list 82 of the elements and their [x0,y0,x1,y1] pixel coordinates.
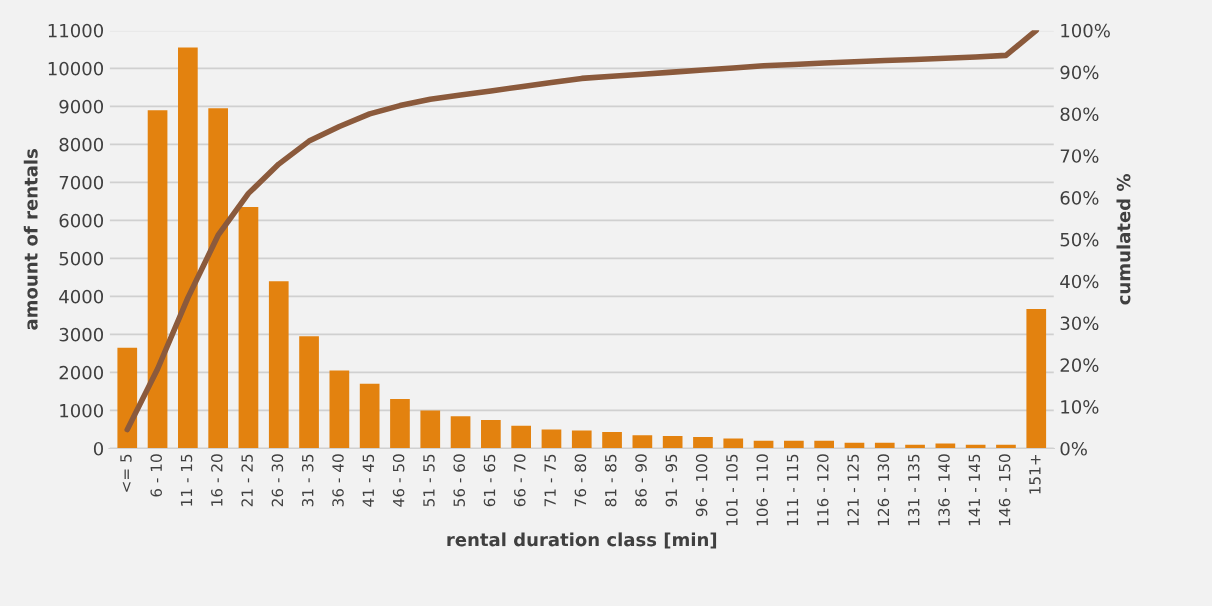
y-tick-label: 6000 [59,213,104,228]
y2-tick-label: 20% [1060,358,1099,372]
y-tick-label: 1000 [60,403,104,418]
x-tick-label: <= 5 [120,454,132,492]
y-tick-label: 7000 [59,175,104,190]
x-tick-label: 146 - 150 [998,454,1011,526]
y-axis-title: amount of rentals [23,149,38,330]
y2-tick-label: 50% [1060,232,1099,247]
bar [632,435,653,449]
y-tick-label: 5000 [59,251,104,266]
x-tick-label: 106 - 110 [756,454,768,526]
x-tick-label: 61 - 65 [483,454,496,507]
y-tick-label: 3000 [59,327,104,342]
x-tick-label: 71 - 75 [544,454,556,507]
bar [147,110,168,449]
x-tick-label: 86 - 90 [635,454,647,507]
bar [359,383,380,449]
bar [329,370,350,449]
bar [541,429,562,449]
x-tick-label: 81 - 85 [604,454,617,507]
bar [814,440,835,449]
y-tick-label: 10000 [48,61,104,76]
bar [571,430,592,449]
y-tick-label: 2000 [59,365,104,380]
x-tick-label: 56 - 60 [453,454,465,507]
bar [299,336,319,449]
bar [390,399,410,449]
x-tick-label: 36 - 40 [332,454,344,507]
y2-tick-label: 70% [1060,149,1099,163]
x-tick-label: 101 - 105 [726,454,738,526]
x-tick-label: 26 - 30 [271,454,284,507]
bar [450,416,471,449]
x-tick-label: 6 - 10 [150,454,162,497]
x-tick-label: 96 - 100 [695,454,708,517]
x-tick-label: 131 - 135 [907,454,920,526]
bar [481,419,501,449]
y-tick-label: 8000 [59,137,104,152]
x-tick-label: 111 - 115 [786,454,799,526]
bar [420,410,441,449]
x-tick-label: 116 - 120 [817,454,829,526]
x-tick-label: 21 - 25 [241,454,253,507]
bar [117,347,138,449]
x-tick-label: 46 - 50 [392,454,405,507]
x-tick-label: 141 - 145 [968,454,981,526]
x-tick-label: 91 - 95 [665,454,678,507]
y2-tick-label: 60% [1060,191,1099,205]
x-tick-label: 31 - 35 [301,454,314,507]
y2-tick-label: 10% [1061,400,1099,414]
x-tick-label: 66 - 70 [514,454,526,507]
bar [208,108,229,449]
x-tick-label: 41 - 45 [362,454,375,507]
bar [178,47,198,449]
y-tick-label: 0 [93,441,104,456]
x-axis-title: rental duration class [min] [447,532,717,549]
y2-tick-label: 100% [1061,23,1110,38]
y2-tick-label: 30% [1060,316,1099,331]
bar [511,425,532,449]
x-tick-label: 11 - 15 [180,454,193,506]
bar [723,438,744,449]
bar [268,281,289,449]
bar [602,432,622,449]
x-tick-label: 16 - 20 [211,454,223,506]
bar [784,440,804,449]
y2-tick-label: 0% [1060,441,1087,456]
y2-tick-label: 40% [1060,274,1099,289]
x-tick-label: 136 - 140 [938,454,950,526]
y-tick-label: 9000 [59,99,104,114]
x-tick-label: 126 - 130 [877,454,890,526]
bar [238,207,259,449]
x-tick-label: 76 - 80 [574,454,587,507]
x-tick-label: 151+ [1029,454,1041,494]
bar [1026,308,1047,449]
y-tick-label: 4000 [59,289,104,304]
bar [662,435,683,449]
y2-axis-title: cumulated % [1116,174,1131,305]
x-tick-label: 121 - 125 [847,454,859,526]
bar [935,443,956,449]
y-tick-label: 11000 [48,23,104,38]
bar [693,437,713,449]
y2-tick-label: 80% [1060,107,1099,122]
x-tick-label: 51 - 55 [423,454,435,507]
y2-tick-label: 90% [1060,65,1099,80]
